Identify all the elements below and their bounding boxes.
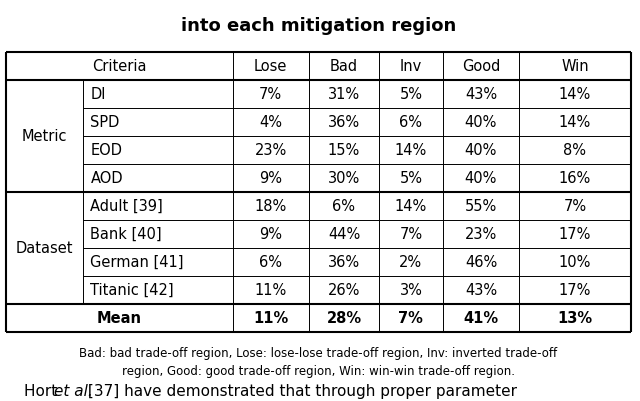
Text: AOD: AOD [90,171,123,186]
Text: 44%: 44% [328,227,360,242]
Text: 17%: 17% [559,283,591,298]
Text: 14%: 14% [559,87,591,101]
Text: 3%: 3% [399,283,422,298]
Text: Inv: Inv [400,59,422,73]
Text: 40%: 40% [465,171,497,186]
Text: Bad: bad trade-off region, Lose: lose-lose trade-off region, Inv: inverted trade: Bad: bad trade-off region, Lose: lose-lo… [79,346,557,360]
Text: 14%: 14% [559,115,591,130]
Text: 6%: 6% [333,198,355,214]
Text: 40%: 40% [465,115,497,130]
Text: 18%: 18% [255,198,287,214]
Text: et al.: et al. [54,384,92,399]
Text: German [41]: German [41] [90,255,184,270]
Text: Adult [39]: Adult [39] [90,198,163,214]
Text: Hort: Hort [24,384,62,399]
Text: [37] have demonstrated that through proper parameter: [37] have demonstrated that through prop… [83,384,518,399]
Text: Titanic [42]: Titanic [42] [90,283,174,298]
Text: 46%: 46% [465,255,497,270]
Text: 55%: 55% [465,198,497,214]
Text: 7%: 7% [399,227,422,242]
Text: Bad: Bad [330,59,358,73]
Text: 13%: 13% [557,311,593,326]
Text: 6%: 6% [259,255,282,270]
Text: 36%: 36% [328,255,360,270]
Text: DI: DI [90,87,106,101]
Text: 8%: 8% [563,143,586,158]
Text: 2%: 2% [399,255,422,270]
Text: 23%: 23% [465,227,497,242]
Text: Criteria: Criteria [92,59,147,73]
Text: Metric: Metric [22,129,67,144]
Text: 11%: 11% [253,311,289,326]
Text: 36%: 36% [328,115,360,130]
Text: 15%: 15% [328,143,360,158]
Text: 9%: 9% [259,227,282,242]
Text: Good: Good [462,59,500,73]
Text: 5%: 5% [399,87,422,101]
Text: 9%: 9% [259,171,282,186]
Text: 23%: 23% [255,143,287,158]
Text: 43%: 43% [465,283,497,298]
Text: Mean: Mean [97,311,142,326]
Text: SPD: SPD [90,115,120,130]
Text: 41%: 41% [463,311,499,326]
Text: 43%: 43% [465,87,497,101]
Text: 14%: 14% [395,198,427,214]
Text: 31%: 31% [328,87,360,101]
Text: 4%: 4% [259,115,282,130]
Text: 6%: 6% [399,115,422,130]
Text: 28%: 28% [326,311,362,326]
Text: 11%: 11% [255,283,287,298]
Text: 7%: 7% [563,198,586,214]
Text: Bank [40]: Bank [40] [90,227,162,242]
Text: 16%: 16% [559,171,591,186]
Text: into each mitigation region: into each mitigation region [181,17,456,35]
Text: Win: Win [561,59,589,73]
Text: 10%: 10% [559,255,591,270]
Text: EOD: EOD [90,143,122,158]
Text: Dataset: Dataset [16,241,74,256]
Text: 17%: 17% [559,227,591,242]
Text: 14%: 14% [395,143,427,158]
Text: 40%: 40% [465,143,497,158]
Text: 30%: 30% [328,171,360,186]
Text: Lose: Lose [254,59,287,73]
Text: 26%: 26% [328,283,360,298]
Text: 7%: 7% [399,311,423,326]
Text: 7%: 7% [259,87,282,101]
Text: 5%: 5% [399,171,422,186]
Text: region, Good: good trade-off region, Win: win-win trade-off region.: region, Good: good trade-off region, Win… [122,365,515,378]
